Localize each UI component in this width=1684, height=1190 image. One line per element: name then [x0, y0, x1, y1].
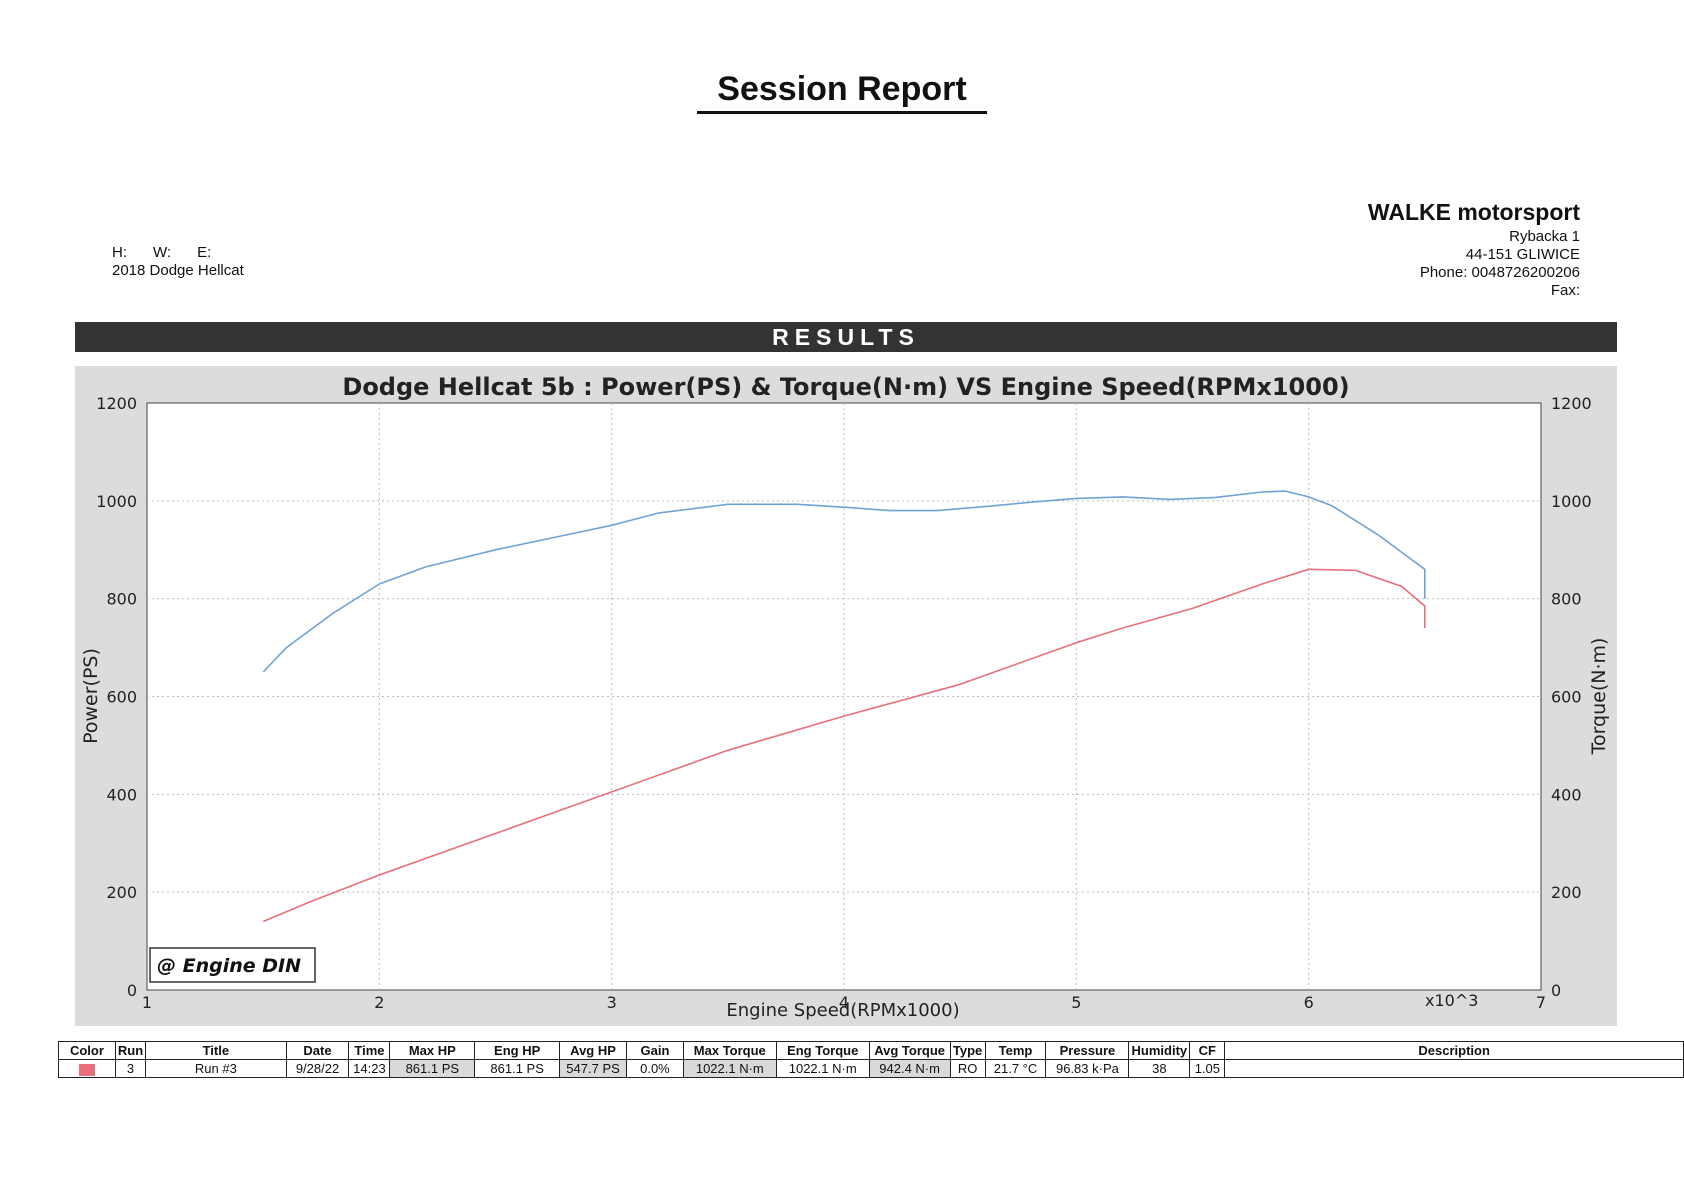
right-axis-label: Torque(N·m)	[1588, 638, 1610, 756]
grid-lines	[147, 403, 1541, 990]
col-max-hp: Max HP	[389, 1041, 476, 1060]
vehicle-name: 2018 Dodge Hellcat	[112, 262, 244, 279]
col-date: Date	[285, 1041, 350, 1060]
shop-city: 44-151 GLIWICE	[1465, 246, 1580, 263]
cell-time: 14:23	[348, 1059, 391, 1078]
cell-run: 3	[114, 1059, 147, 1078]
left-tick-label: 1000	[96, 492, 137, 511]
col-pressure: Pressure	[1045, 1041, 1130, 1060]
x-tick-label: 7	[1536, 993, 1546, 1012]
x-tick-label: 4	[839, 993, 849, 1012]
power-curve	[262, 568, 1426, 923]
col-description: Description	[1224, 1041, 1684, 1060]
left-tick-label: 800	[106, 590, 137, 609]
cell-pressure: 96.83 k·Pa	[1045, 1059, 1130, 1078]
cell-description	[1224, 1059, 1684, 1078]
col-humidity: Humidity	[1128, 1041, 1191, 1060]
shop-phone: Phone: 0048726200206	[1419, 264, 1580, 281]
right-tick-label: 0	[1551, 981, 1561, 1000]
left-tick-label: 200	[106, 883, 137, 902]
col-type: Type	[949, 1041, 986, 1060]
run-table-header: Color Run Title Date Time Max HP Eng HP …	[58, 1041, 1684, 1060]
cell-cf: 1.05	[1189, 1059, 1226, 1078]
left-tick-label: 0	[127, 981, 137, 1000]
cell-type: RO	[949, 1059, 986, 1078]
cell-max-hp: 861.1 PS	[389, 1059, 476, 1078]
vehicle-info: H: W: E: 2018 Dodge Hellcat	[112, 244, 244, 280]
cell-color	[58, 1059, 116, 1078]
right-tick-label: 200	[1551, 883, 1582, 902]
col-temp: Temp	[984, 1041, 1047, 1060]
left-tick-label: 400	[106, 785, 137, 804]
cell-humidity: 38	[1128, 1059, 1191, 1078]
cell-max-torque: 1022.1 N·m	[682, 1059, 777, 1078]
left-tick-label: 1200	[96, 394, 137, 413]
torque-curve	[262, 490, 1426, 673]
run-table: Color Run Title Date Time Max HP Eng HP …	[58, 1041, 1684, 1078]
shop-fax: Fax:	[1550, 282, 1580, 299]
left-axis-label: Power(PS)	[80, 648, 102, 744]
shop-street: Rybacka 1	[1509, 228, 1580, 245]
cell-eng-torque: 1022.1 N·m	[775, 1059, 870, 1078]
shop-name: WALKE motorsport	[1367, 199, 1580, 225]
cell-avg-torque: 942.4 N·m	[868, 1059, 951, 1078]
col-time: Time	[348, 1041, 391, 1060]
cell-avg-hp: 547.7 PS	[559, 1059, 628, 1078]
cell-eng-hp: 861.1 PS	[474, 1059, 561, 1078]
hwe-line: H: W: E:	[112, 244, 244, 262]
engine-din-annotation: @ Engine DIN	[157, 955, 301, 977]
col-eng-hp: Eng HP	[474, 1041, 561, 1060]
report-title: Session Report	[0, 70, 1684, 114]
cell-gain: 0.0%	[626, 1059, 684, 1078]
right-tick-label: 600	[1551, 688, 1582, 707]
series-group	[262, 490, 1426, 923]
x-tick-label: 2	[374, 993, 384, 1012]
shop-info: WALKE motorsport Rybacka 1 44-151 GLIWIC…	[1368, 198, 1580, 300]
col-avg-hp: Avg HP	[559, 1041, 628, 1060]
col-cf: CF	[1189, 1041, 1226, 1060]
x-axis-label: Engine Speed(RPMx1000)	[726, 1000, 959, 1021]
x-multiplier-label: x10^3	[1425, 991, 1478, 1010]
col-run: Run	[114, 1041, 147, 1060]
results-bar: RESULTS	[75, 322, 1617, 352]
right-tick-label: 400	[1551, 785, 1582, 804]
annotation-box	[149, 947, 316, 983]
col-avg-torque: Avg Torque	[868, 1041, 951, 1060]
dyno-chart: Dodge Hellcat 5b : Power(PS) & Torque(N·…	[75, 366, 1617, 1026]
cell-title: Run #3	[145, 1059, 287, 1078]
e-label: E:	[197, 244, 212, 261]
col-gain: Gain	[626, 1041, 684, 1060]
color-swatch	[78, 1063, 95, 1076]
right-tick-label: 800	[1551, 590, 1582, 609]
w-label: W:	[153, 244, 172, 261]
col-color: Color	[58, 1041, 116, 1060]
x-tick-label: 6	[1304, 993, 1314, 1012]
col-title: Title	[145, 1041, 287, 1060]
x-tick-label: 5	[1071, 993, 1081, 1012]
h-label: H:	[112, 244, 127, 261]
cell-date: 9/28/22	[285, 1059, 350, 1078]
x-tick-label: 3	[607, 993, 617, 1012]
left-tick-label: 600	[106, 688, 137, 707]
col-eng-torque: Eng Torque	[775, 1041, 870, 1060]
col-max-torque: Max Torque	[682, 1041, 777, 1060]
cell-temp: 21.7 °C	[984, 1059, 1047, 1078]
right-tick-label: 1000	[1551, 492, 1592, 511]
dyno-chart-svg: Dodge Hellcat 5b : Power(PS) & Torque(N·…	[80, 373, 1610, 1021]
table-row: 3 Run #3 9/28/22 14:23 861.1 PS 861.1 PS…	[58, 1059, 1684, 1078]
chart-title: Dodge Hellcat 5b : Power(PS) & Torque(N·…	[342, 373, 1349, 401]
right-tick-label: 1200	[1551, 394, 1592, 413]
x-tick-label: 1	[142, 993, 152, 1012]
report-title-text: Session Report	[697, 70, 987, 114]
